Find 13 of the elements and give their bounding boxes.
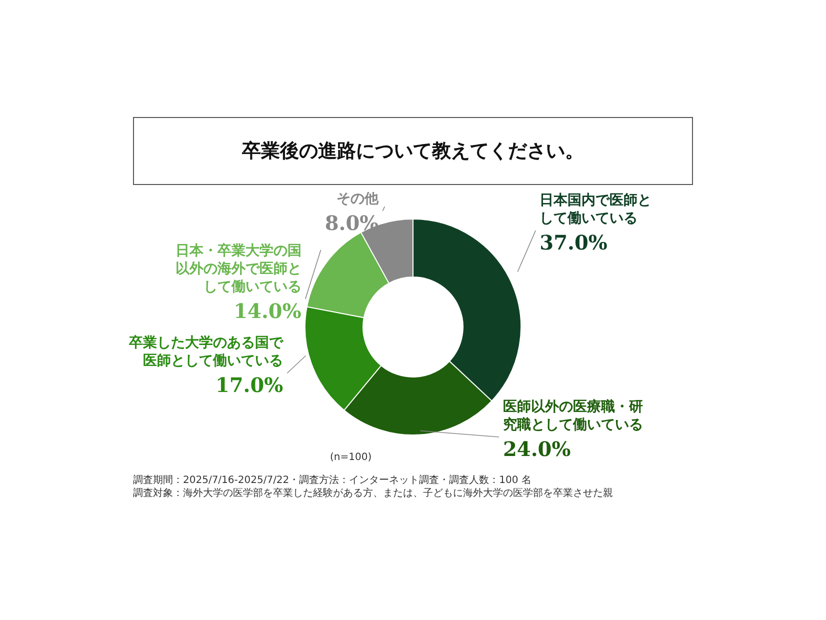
chart-title: 卒業後の進路について教えてください。 (133, 117, 693, 185)
data-label: 37.0% (540, 230, 608, 255)
text: 調査対象：海外大学の医学部を卒業した経験がある方、または、子どもに海外大学の医学部を卒業させた親 (133, 487, 613, 500)
slice-label: 日本国内で医師として働いている (540, 192, 652, 227)
text: (n=100) (330, 452, 372, 463)
slice-label: 卒業した大学のある国で医師として働いている (128, 334, 284, 370)
data-label: 8.0% (324, 211, 379, 235)
slice-label: 日本・卒業大学の国以外の海外で医師として働いている (175, 242, 302, 295)
data-label: 24.0% (503, 437, 571, 461)
data-label: 14.0% (234, 299, 302, 323)
text: 調査期間：2025/7/16-2025/7/22・調査方法：インターネット調査・調査人数：100 名 (133, 474, 532, 487)
slice-label: 医師以外の医療職・研究職として働いている (503, 398, 643, 433)
data-label: 17.0% (215, 373, 284, 398)
